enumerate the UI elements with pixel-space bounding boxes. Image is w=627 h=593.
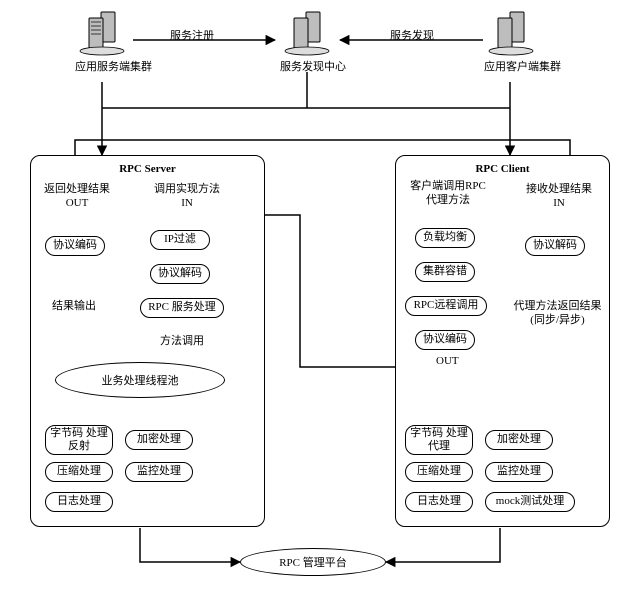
client-decode-node: 协议解码 [525, 236, 585, 256]
server-monitor-node: 监控处理 [125, 462, 193, 482]
rpc-handle-label: RPC 服务处理 [148, 301, 216, 314]
client-log-node: 日志处理 [405, 492, 473, 512]
bytecode-reflect-node: 字节码 处理反射 [45, 425, 113, 455]
discovery-center-label: 服务发现中心 [280, 58, 334, 74]
server-encode-node: 协议编码 [45, 236, 105, 256]
server-log-label: 日志处理 [57, 495, 101, 508]
server-log-node: 日志处理 [45, 492, 113, 512]
server-decode-label: 协议解码 [158, 267, 202, 280]
mock-node: mock测试处理 [485, 492, 575, 512]
server-cluster-icon: 应用服务端集群 [75, 10, 129, 74]
client-log-label: 日志处理 [417, 495, 461, 508]
return-note-label: 代理方法返回结果 (同步/异步) [505, 300, 610, 328]
fault-label: 集群容错 [423, 265, 467, 278]
client-out-label: OUT [436, 355, 459, 369]
client-proxy-header: 客户端调用RPC 代理方法 [400, 180, 496, 208]
bytecode-proxy-node: 字节码 处理代理 [405, 425, 473, 455]
client-compress-node: 压缩处理 [405, 462, 473, 482]
server-compress-label: 压缩处理 [57, 465, 101, 478]
rpc-handle-node: RPC 服务处理 [140, 298, 224, 318]
remote-call-node: RPC远程调用 [405, 296, 487, 316]
bytecode-reflect-label: 字节码 处理反射 [50, 427, 108, 453]
fault-node: 集群容错 [415, 262, 475, 282]
rpc-server-title: RPC Server [31, 159, 264, 175]
client-encode-node: 协议编码 [415, 330, 475, 350]
server-decode-node: 协议解码 [150, 264, 210, 284]
mgmt-platform-node: RPC 管理平台 [240, 548, 386, 576]
server-cluster-label: 应用服务端集群 [75, 58, 129, 74]
server-monitor-label: 监控处理 [137, 465, 181, 478]
client-monitor-label: 监控处理 [497, 465, 541, 478]
thread-pool-node: 业务处理线程池 [55, 362, 225, 398]
client-encode-label: 协议编码 [423, 333, 467, 346]
result-output-label: 结果输出 [52, 300, 96, 314]
mgmt-platform-label: RPC 管理平台 [279, 554, 347, 570]
client-compress-label: 压缩处理 [417, 465, 461, 478]
discovery-center-icon: 服务发现中心 [280, 10, 334, 74]
rpc-client-title: RPC Client [396, 159, 609, 175]
client-encrypt-label: 加密处理 [497, 433, 541, 446]
client-decode-label: 协议解码 [533, 239, 577, 252]
thread-pool-label: 业务处理线程池 [102, 372, 179, 388]
client-monitor-node: 监控处理 [485, 462, 553, 482]
client-in-header: 接收处理结果 IN [514, 183, 604, 211]
server-encode-label: 协议编码 [53, 239, 97, 252]
client-cluster-icon: 应用客户端集群 [484, 10, 538, 74]
remote-call-label: RPC远程调用 [414, 299, 479, 312]
client-encrypt-node: 加密处理 [485, 430, 553, 450]
service-register-label: 服务注册 [170, 30, 214, 44]
method-call-label: 方法调用 [160, 335, 204, 349]
lb-label: 负载均衡 [423, 231, 467, 244]
ip-filter-node: IP过滤 [150, 230, 210, 250]
bytecode-proxy-label: 字节码 处理代理 [410, 427, 468, 453]
server-in-header: 调用实现方法 IN [142, 183, 232, 211]
lb-node: 负载均衡 [415, 228, 475, 248]
mock-label: mock测试处理 [496, 495, 564, 508]
server-compress-node: 压缩处理 [45, 462, 113, 482]
service-discover-label: 服务发现 [390, 30, 434, 44]
server-encrypt-label: 加密处理 [137, 433, 181, 446]
server-encrypt-node: 加密处理 [125, 430, 193, 450]
server-out-header: 返回处理结果 OUT [38, 183, 116, 211]
client-cluster-label: 应用客户端集群 [484, 58, 538, 74]
ip-filter-label: IP过滤 [164, 233, 196, 246]
